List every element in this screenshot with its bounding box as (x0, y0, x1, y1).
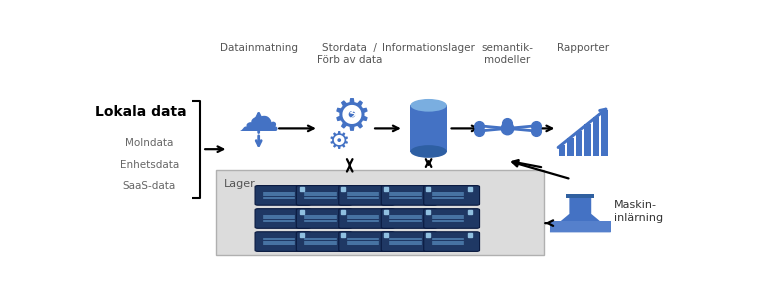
Text: semantik-
modeller: semantik- modeller (482, 43, 533, 65)
Bar (593, 117, 600, 156)
Text: Enhetsdata: Enhetsdata (120, 160, 179, 170)
Bar (566, 194, 594, 198)
Text: ⚙: ⚙ (331, 95, 371, 138)
FancyBboxPatch shape (296, 186, 352, 205)
Ellipse shape (410, 145, 447, 158)
Text: Stordata  /
Förb av data: Stordata / Förb av data (317, 43, 382, 65)
Text: Molndata: Molndata (125, 138, 174, 148)
FancyBboxPatch shape (381, 232, 437, 251)
Bar (567, 138, 574, 156)
FancyBboxPatch shape (381, 186, 437, 205)
Text: ⚡: ⚡ (346, 107, 359, 125)
FancyBboxPatch shape (216, 170, 544, 256)
Bar (601, 110, 608, 156)
Text: ☁: ☁ (238, 98, 280, 140)
Text: Datainmatning: Datainmatning (220, 43, 298, 53)
Text: SaaS-data: SaaS-data (123, 181, 176, 191)
Text: Lager: Lager (223, 179, 255, 189)
Text: Maskin-
inlärning: Maskin- inlärning (614, 200, 662, 223)
Text: Informationslager: Informationslager (382, 43, 475, 53)
Text: Rapporter: Rapporter (557, 43, 609, 53)
FancyBboxPatch shape (339, 232, 395, 251)
FancyBboxPatch shape (339, 209, 395, 228)
Bar (576, 131, 583, 156)
Text: ⚙: ⚙ (327, 130, 350, 154)
FancyBboxPatch shape (296, 232, 352, 251)
Polygon shape (550, 221, 611, 232)
Polygon shape (550, 195, 611, 232)
FancyBboxPatch shape (424, 209, 479, 228)
Bar (410, 105, 447, 152)
Text: Lokala data: Lokala data (95, 105, 186, 119)
FancyBboxPatch shape (296, 209, 352, 228)
Ellipse shape (410, 99, 447, 112)
FancyBboxPatch shape (255, 232, 311, 251)
FancyBboxPatch shape (381, 209, 437, 228)
Bar (559, 145, 565, 156)
FancyBboxPatch shape (255, 186, 311, 205)
Bar (584, 124, 591, 156)
FancyBboxPatch shape (339, 186, 395, 205)
FancyBboxPatch shape (424, 186, 479, 205)
FancyBboxPatch shape (255, 209, 311, 228)
FancyBboxPatch shape (424, 232, 479, 251)
